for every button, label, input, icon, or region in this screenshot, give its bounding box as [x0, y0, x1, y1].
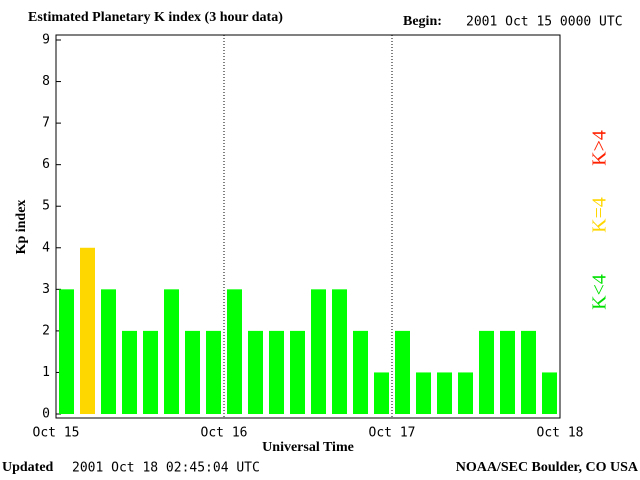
bar [101, 289, 116, 414]
bar [290, 330, 305, 414]
y-tick-label: 8 [42, 74, 50, 89]
y-tick-label: 4 [42, 240, 50, 255]
chart-title: Estimated Planetary K index (3 hour data… [28, 10, 283, 25]
x-tick-label: Oct 16 [201, 426, 248, 441]
source: NOAA/SEC Boulder, CO USA [456, 460, 639, 475]
bar [353, 330, 368, 414]
bar [80, 247, 95, 414]
x-tick-label: Oct 15 [33, 426, 80, 441]
bar [542, 372, 557, 414]
bar [122, 330, 137, 414]
y-tick-label: 2 [42, 323, 50, 338]
y-tick-label: 3 [42, 282, 50, 297]
bar [248, 330, 263, 414]
bar [206, 330, 221, 414]
bar [374, 372, 389, 414]
bar [59, 289, 74, 414]
bar [227, 289, 242, 414]
legend-entry: K=4 [589, 197, 611, 233]
y-tick-label: 1 [42, 365, 50, 380]
updated-value: 2001 Oct 18 02:45:04 UTC [72, 461, 260, 476]
x-axis-label: Universal Time [262, 440, 354, 455]
y-tick-label: 9 [42, 33, 50, 48]
begin-label: Begin: [403, 14, 442, 29]
bar [395, 330, 410, 414]
y-tick-label: 5 [42, 199, 50, 214]
x-tick-label: Oct 18 [537, 426, 584, 441]
begin-value: 2001 Oct 15 0000 UTC [466, 15, 623, 30]
bar [143, 330, 158, 414]
x-tick-label: Oct 17 [369, 426, 416, 441]
bar [437, 372, 452, 414]
bar [521, 330, 536, 414]
y-axis-label: Kp index [14, 200, 29, 255]
bar [185, 330, 200, 414]
bar [311, 289, 326, 414]
y-tick-label: 7 [42, 116, 50, 131]
bar [416, 372, 431, 414]
legend-entry: K>4 [589, 130, 611, 166]
legend-entry: K<4 [589, 274, 611, 310]
bar [269, 330, 284, 414]
plot-frame [55, 34, 561, 419]
bar [332, 289, 347, 414]
y-tick-label: 0 [42, 407, 50, 422]
updated-label: Updated [2, 460, 54, 475]
bar [164, 289, 179, 414]
bar [479, 330, 494, 414]
bar [500, 330, 515, 414]
bar [458, 372, 473, 414]
y-tick-label: 6 [42, 157, 50, 172]
